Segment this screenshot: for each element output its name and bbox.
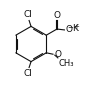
Text: K: K — [72, 24, 78, 33]
Text: O: O — [53, 11, 60, 20]
Text: +: + — [74, 24, 80, 30]
Text: O: O — [54, 50, 61, 59]
Text: Cl: Cl — [23, 69, 32, 78]
Text: Cl: Cl — [23, 10, 32, 19]
Text: CH₃: CH₃ — [58, 59, 74, 68]
Text: −: − — [68, 25, 74, 31]
Text: O: O — [66, 25, 73, 34]
